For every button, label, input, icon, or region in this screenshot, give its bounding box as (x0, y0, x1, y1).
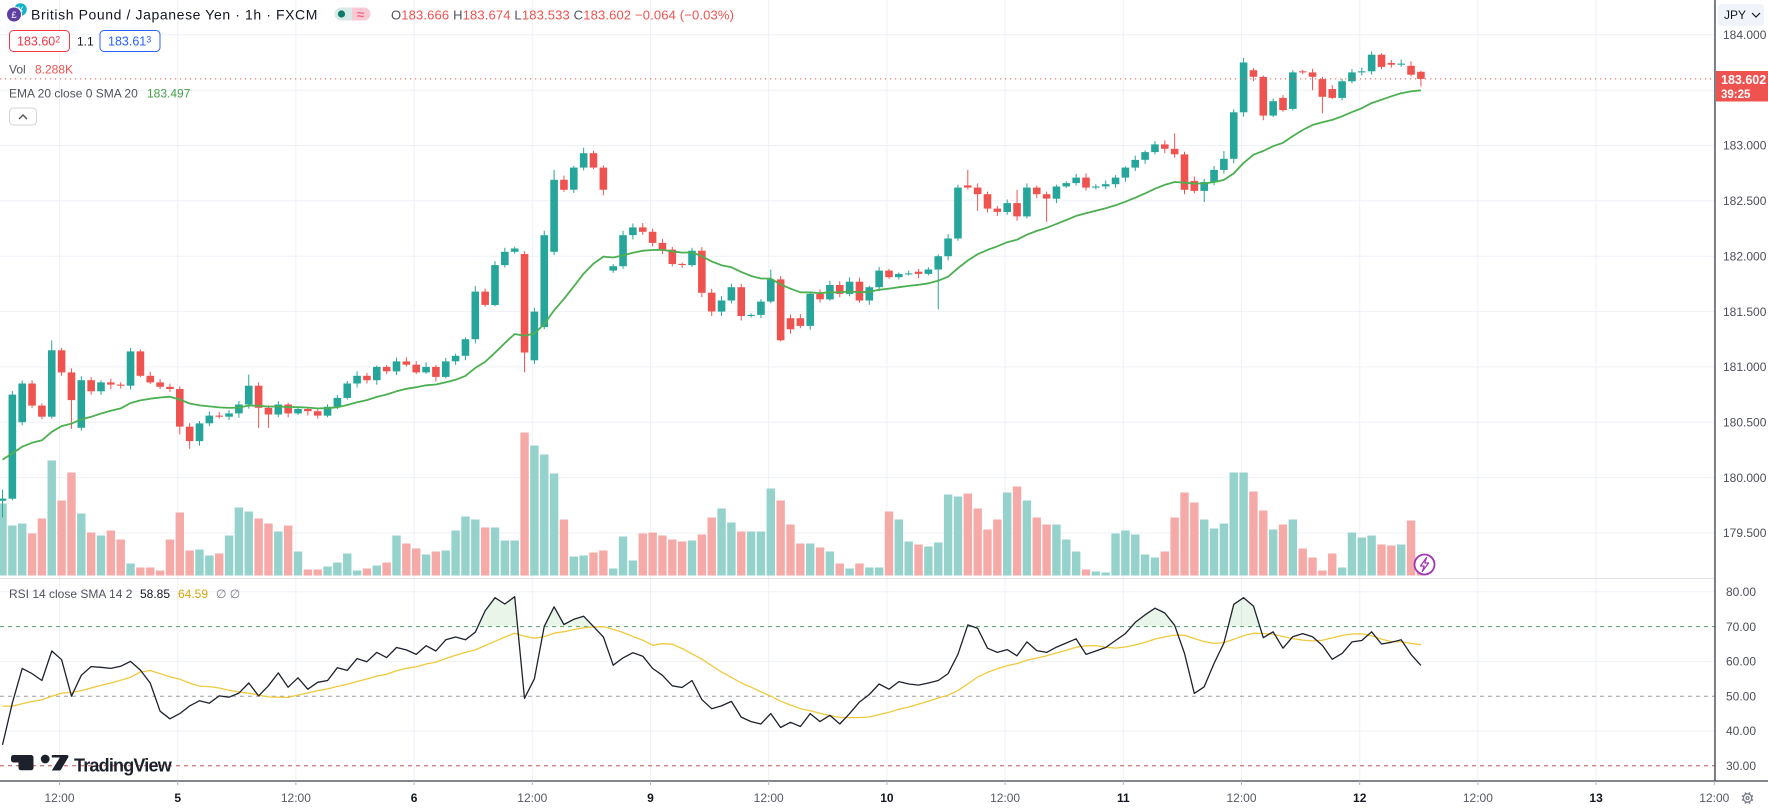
svg-text:9: 9 (647, 791, 654, 805)
svg-text:80.00: 80.00 (1726, 585, 1756, 599)
svg-text:183.613: 183.613 (108, 35, 151, 49)
svg-text:∅ ∅: ∅ ∅ (216, 587, 240, 601)
svg-text:12:00: 12:00 (281, 791, 311, 805)
svg-text:10: 10 (880, 791, 894, 805)
svg-text:70.00: 70.00 (1726, 620, 1756, 634)
svg-text:12:00: 12:00 (754, 791, 784, 805)
svg-text:181.500: 181.500 (1723, 305, 1767, 319)
svg-text:182.500: 182.500 (1723, 194, 1767, 208)
svg-text:40.00: 40.00 (1726, 724, 1756, 738)
svg-text:183.000: 183.000 (1723, 139, 1767, 153)
svg-text:≈: ≈ (357, 7, 365, 22)
svg-text:£: £ (11, 10, 17, 21)
svg-text:183.602: 183.602 (17, 35, 60, 49)
svg-text:O183.666 H183.674 L183.533 C18: O183.666 H183.674 L183.533 C183.602 −0.0… (391, 8, 734, 23)
svg-text:British Pound / Japanese Yen ·: British Pound / Japanese Yen · 1h · FXCM (31, 7, 318, 23)
svg-text:EMA 20 close 0 SMA 20: EMA 20 close 0 SMA 20 (9, 87, 138, 101)
svg-text:Vol: Vol (9, 63, 26, 77)
svg-text:12:00: 12:00 (1463, 791, 1493, 805)
svg-text:8.288K: 8.288K (35, 63, 73, 77)
svg-text:JPY: JPY (1724, 8, 1746, 22)
svg-text:50.00: 50.00 (1726, 689, 1756, 703)
svg-text:12: 12 (1353, 791, 1367, 805)
svg-text:184.000: 184.000 (1723, 28, 1767, 42)
svg-text:60.00: 60.00 (1726, 655, 1756, 669)
svg-text:6: 6 (411, 791, 418, 805)
svg-text:30.00: 30.00 (1726, 759, 1756, 773)
svg-text:TradingView: TradingView (74, 756, 173, 776)
svg-text:58.85: 58.85 (140, 587, 170, 601)
svg-text:183.602: 183.602 (1721, 73, 1766, 87)
svg-text:11: 11 (1117, 791, 1130, 805)
svg-text:RSI 14 close SMA 14 2: RSI 14 close SMA 14 2 (9, 587, 133, 601)
svg-text:12:00: 12:00 (44, 791, 74, 805)
svg-text:64.59: 64.59 (178, 587, 208, 601)
svg-text:12:00: 12:00 (517, 791, 547, 805)
svg-text:5: 5 (174, 791, 181, 805)
svg-text:180.000: 180.000 (1723, 471, 1767, 485)
svg-text:183.497: 183.497 (147, 87, 191, 101)
svg-text:180.500: 180.500 (1723, 415, 1767, 429)
svg-text:12:00: 12:00 (1699, 791, 1729, 805)
svg-text:12:00: 12:00 (990, 791, 1020, 805)
svg-text:182.000: 182.000 (1723, 249, 1767, 263)
svg-text:39:25: 39:25 (1721, 89, 1751, 101)
svg-text:12:00: 12:00 (1226, 791, 1256, 805)
svg-text:1.1: 1.1 (77, 35, 94, 49)
svg-text:179.500: 179.500 (1723, 526, 1767, 540)
svg-text:181.000: 181.000 (1723, 360, 1767, 374)
svg-text:13: 13 (1589, 791, 1603, 805)
